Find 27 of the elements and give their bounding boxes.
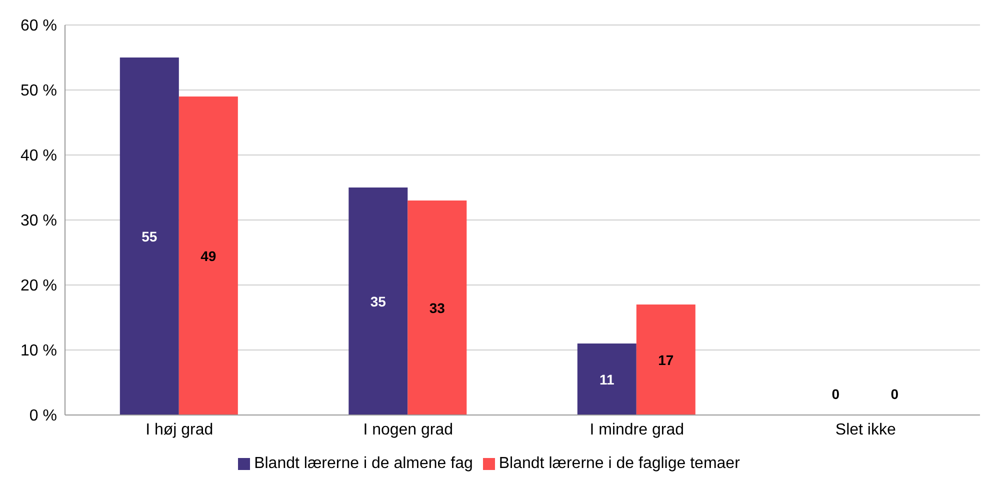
legend-label: Blandt lærerne i de almene fag <box>254 455 473 472</box>
data-label: 11 <box>599 371 615 388</box>
x-tick-label: I nogen grad <box>363 421 454 438</box>
x-tick-label: I høj grad <box>146 421 214 438</box>
data-label: 0 <box>832 386 840 402</box>
y-tick-label: 50 % <box>20 82 57 100</box>
bar <box>348 188 408 415</box>
bar <box>636 304 696 415</box>
data-label: 17 <box>658 352 674 368</box>
y-tick-label: 60 % <box>20 18 57 35</box>
data-label: 33 <box>429 300 446 316</box>
bar <box>577 344 636 415</box>
x-tick-label: I mindre grad <box>590 421 684 438</box>
bar <box>178 96 238 415</box>
bar <box>120 58 179 415</box>
y-tick-label: 40 % <box>20 148 57 165</box>
data-label: 55 <box>142 228 158 244</box>
y-tick-label: 10 % <box>20 342 57 360</box>
x-tick-label: Slet ikke <box>835 421 896 438</box>
data-label: 0 <box>890 386 899 402</box>
y-tick-label: 30 % <box>20 212 57 230</box>
data-label: 49 <box>200 248 216 264</box>
y-tick-label: 0 % <box>29 408 57 425</box>
legend-label: Blandt lærerne i de faglige temaer <box>498 455 740 472</box>
bar <box>408 200 467 415</box>
y-tick-label: 20 % <box>20 278 57 295</box>
data-label: 35 <box>370 293 386 310</box>
